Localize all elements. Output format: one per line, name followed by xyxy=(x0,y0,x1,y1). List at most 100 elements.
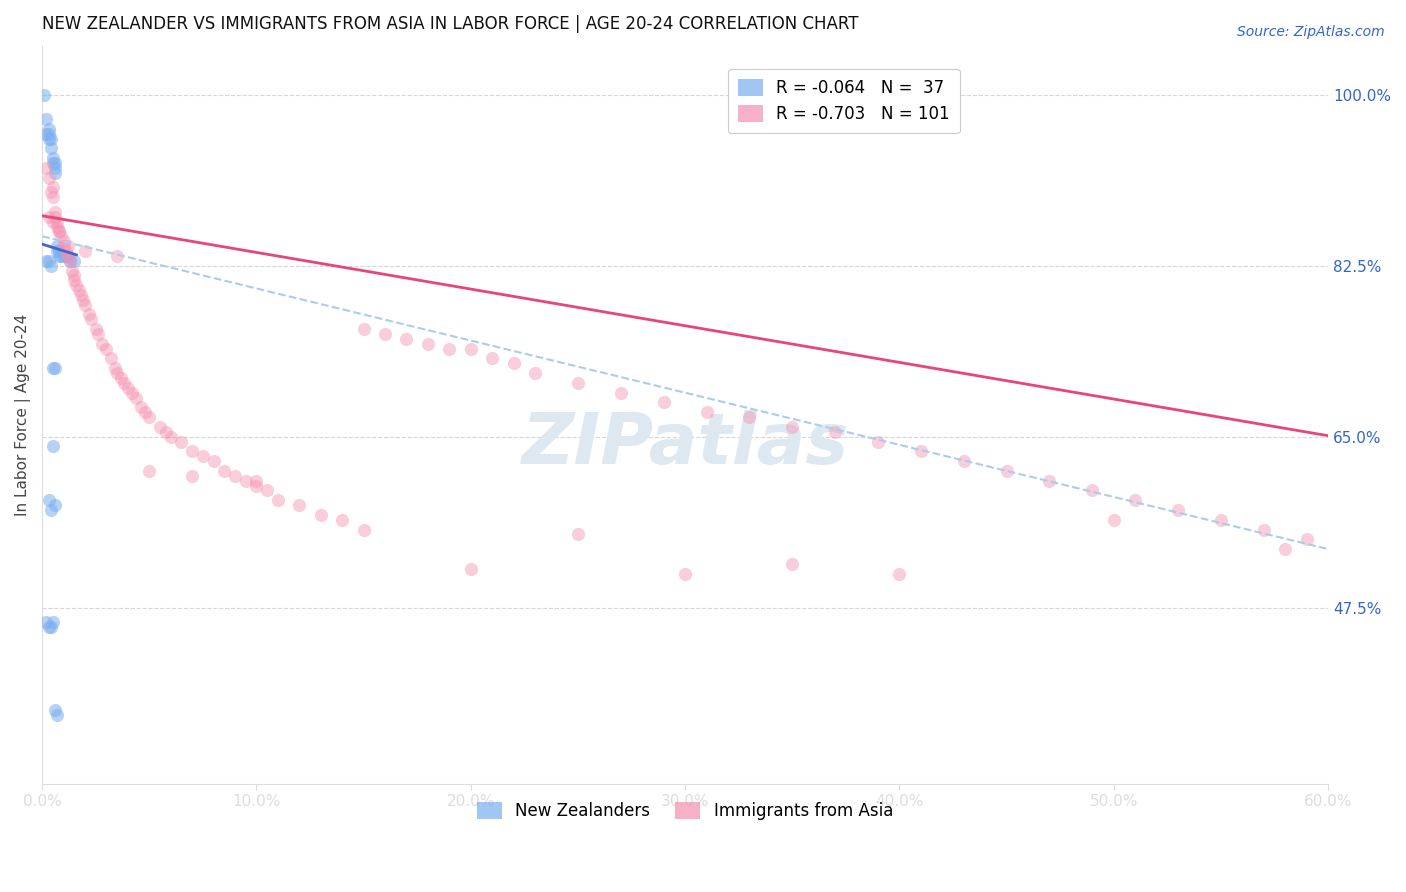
Legend: New Zealanders, Immigrants from Asia: New Zealanders, Immigrants from Asia xyxy=(471,796,900,827)
Point xyxy=(55,244,77,258)
Point xyxy=(1081,483,1104,498)
Point xyxy=(44,703,66,717)
Point xyxy=(46,219,69,234)
Point xyxy=(696,405,718,419)
Point xyxy=(224,468,246,483)
Point xyxy=(1274,542,1296,557)
Point xyxy=(35,112,58,126)
Point xyxy=(72,293,94,307)
Point xyxy=(1102,513,1125,527)
Point xyxy=(866,434,889,449)
Point xyxy=(1253,523,1275,537)
Point xyxy=(44,166,66,180)
Point xyxy=(652,395,675,409)
Point xyxy=(245,474,267,488)
Point xyxy=(56,239,79,253)
Point xyxy=(63,268,86,283)
Point xyxy=(738,410,761,425)
Point xyxy=(170,434,193,449)
Point xyxy=(52,234,75,248)
Point xyxy=(73,244,96,258)
Point xyxy=(44,210,66,224)
Point xyxy=(1209,513,1232,527)
Point xyxy=(44,498,66,512)
Point xyxy=(138,410,160,425)
Point xyxy=(256,483,278,498)
Point xyxy=(524,366,547,380)
Point xyxy=(42,615,65,630)
Point xyxy=(42,361,65,376)
Point xyxy=(288,498,311,512)
Point xyxy=(77,308,100,322)
Point xyxy=(995,464,1018,478)
Point xyxy=(138,464,160,478)
Point xyxy=(889,566,911,581)
Point xyxy=(42,180,65,194)
Point xyxy=(460,562,482,576)
Point xyxy=(673,566,696,581)
Point xyxy=(38,620,60,634)
Point xyxy=(39,186,62,200)
Point xyxy=(502,356,524,370)
Point xyxy=(44,361,66,376)
Point xyxy=(39,259,62,273)
Point xyxy=(59,253,82,268)
Point xyxy=(48,224,70,238)
Point xyxy=(1167,503,1189,517)
Point xyxy=(38,253,60,268)
Point xyxy=(181,444,204,458)
Point xyxy=(42,151,65,165)
Point xyxy=(48,224,70,238)
Point xyxy=(1295,533,1317,547)
Point xyxy=(52,249,75,263)
Point xyxy=(105,366,128,380)
Point xyxy=(39,503,62,517)
Point xyxy=(567,376,589,390)
Point xyxy=(100,351,122,366)
Point xyxy=(60,263,83,277)
Point xyxy=(42,440,65,454)
Point xyxy=(374,326,396,341)
Point xyxy=(42,214,65,228)
Y-axis label: In Labor Force | Age 20-24: In Labor Force | Age 20-24 xyxy=(15,314,31,516)
Point xyxy=(59,253,82,268)
Point xyxy=(46,708,69,723)
Point xyxy=(63,273,86,287)
Point xyxy=(38,121,60,136)
Point xyxy=(35,615,58,630)
Point xyxy=(1038,474,1060,488)
Point xyxy=(567,527,589,541)
Point xyxy=(38,170,60,185)
Point xyxy=(46,214,69,228)
Point xyxy=(67,283,90,297)
Point xyxy=(235,474,257,488)
Point xyxy=(1123,493,1146,508)
Point xyxy=(48,244,70,258)
Text: NEW ZEALANDER VS IMMIGRANTS FROM ASIA IN LABOR FORCE | AGE 20-24 CORRELATION CHA: NEW ZEALANDER VS IMMIGRANTS FROM ASIA IN… xyxy=(42,15,859,33)
Point xyxy=(439,342,461,356)
Point xyxy=(73,298,96,312)
Point xyxy=(245,478,267,492)
Point xyxy=(134,405,156,419)
Point xyxy=(42,190,65,204)
Point xyxy=(155,425,177,439)
Point xyxy=(38,127,60,141)
Point xyxy=(44,205,66,219)
Point xyxy=(149,420,172,434)
Point xyxy=(96,342,118,356)
Point xyxy=(39,131,62,145)
Point xyxy=(267,493,290,508)
Point xyxy=(353,523,375,537)
Point xyxy=(87,326,110,341)
Point xyxy=(910,444,932,458)
Point xyxy=(39,620,62,634)
Point xyxy=(117,381,139,395)
Text: Source: ZipAtlas.com: Source: ZipAtlas.com xyxy=(1237,25,1385,39)
Point xyxy=(56,249,79,263)
Point xyxy=(105,249,128,263)
Point xyxy=(460,342,482,356)
Point xyxy=(129,401,152,415)
Point xyxy=(51,229,73,244)
Point xyxy=(46,239,69,253)
Point xyxy=(91,336,114,351)
